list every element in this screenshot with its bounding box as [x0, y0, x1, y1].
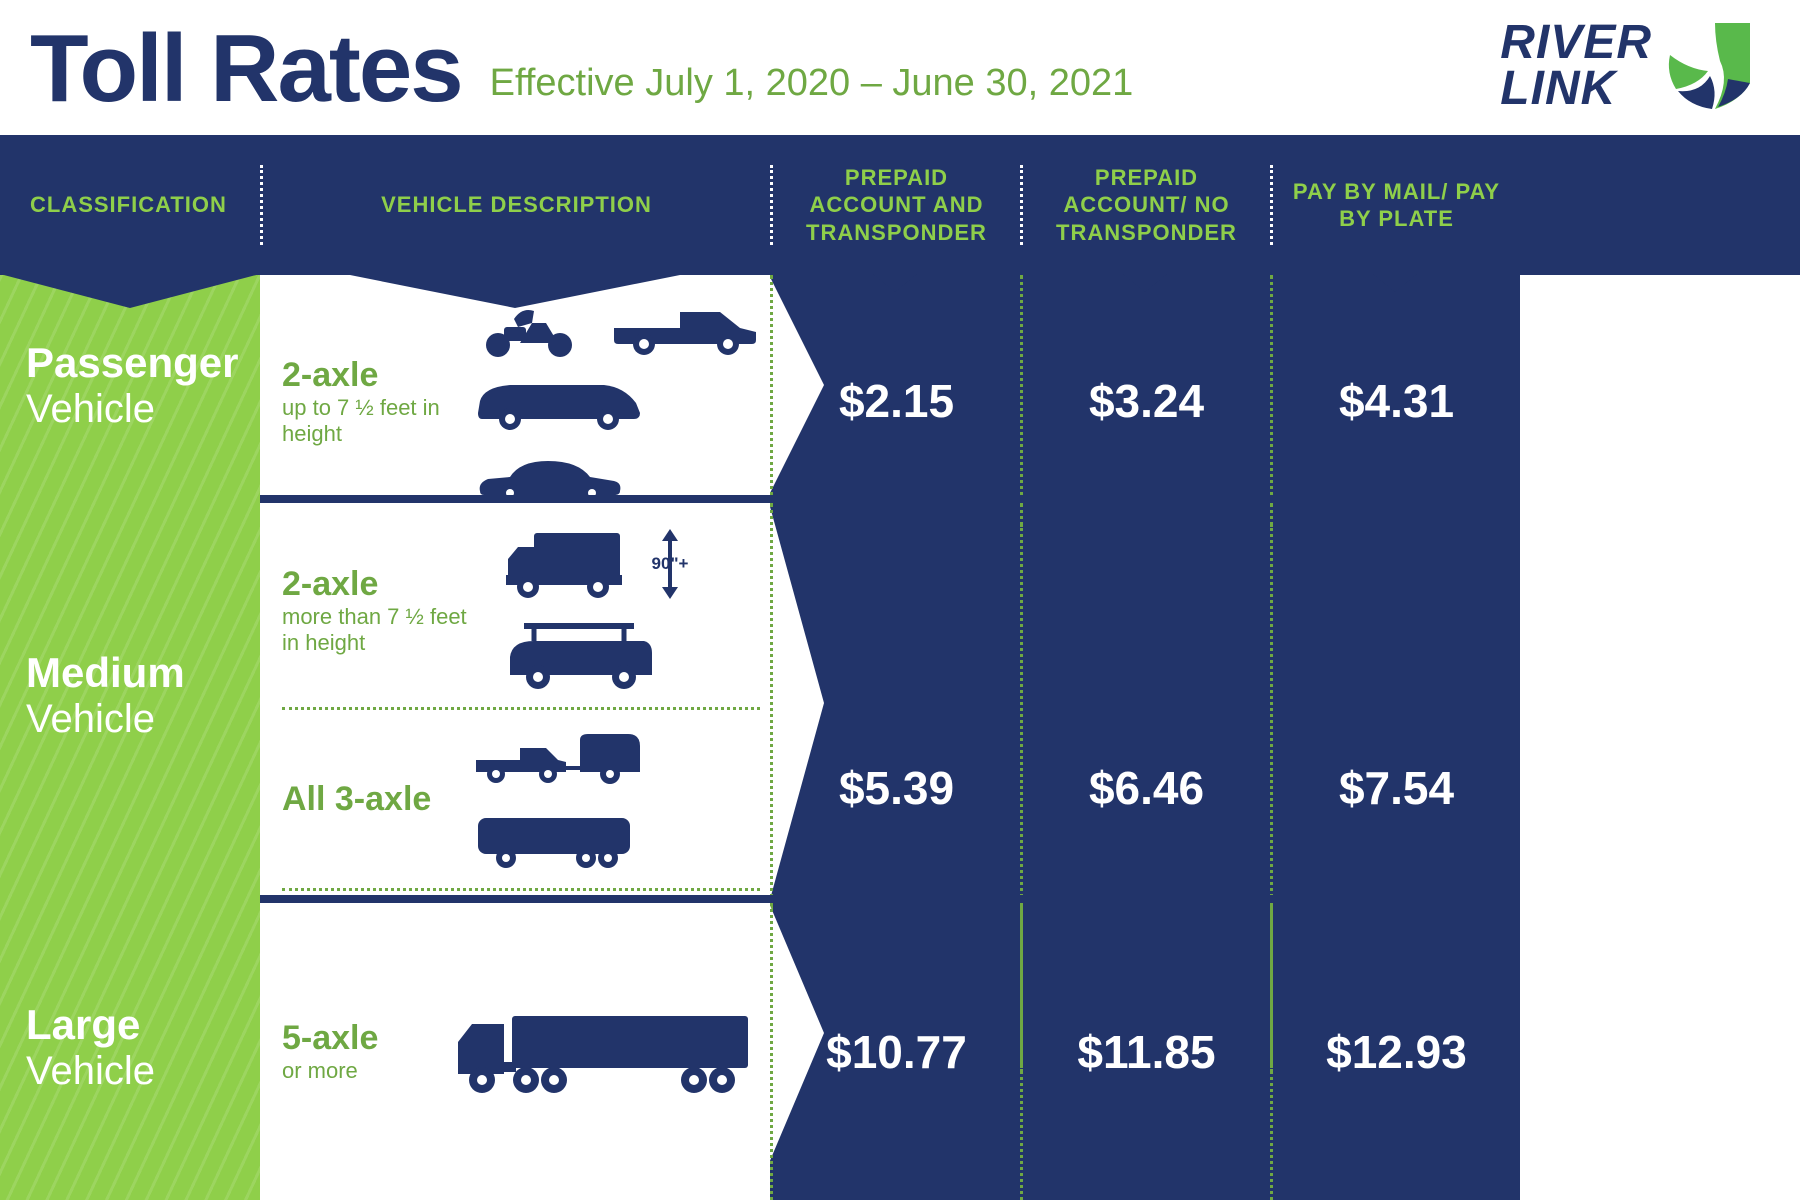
- pickup-icon: [610, 298, 760, 358]
- pickup-trailer-icon: [474, 722, 654, 792]
- price-passenger-b: $3.24: [1020, 275, 1270, 527]
- toll-rates-infographic: Toll Rates Effective July 1, 2020 – June…: [0, 0, 1800, 1200]
- column-headers: CLASSIFICATION VEHICLE DESCRIPTION PREPA…: [0, 135, 1800, 275]
- height-arrow-icon: 90"+: [650, 525, 690, 603]
- row-passenger: 2-axle up to 7 ½ feet in height $2.15 $3…: [260, 275, 1520, 495]
- col-classification: CLASSIFICATION: [0, 165, 260, 245]
- riverlink-logo: RIVER LINK: [1500, 20, 1760, 117]
- row-large: 5-axle or more: [260, 895, 1520, 1200]
- svg-text:90"+: 90"+: [652, 554, 689, 573]
- price-large-c: $12.93: [1270, 903, 1520, 1200]
- desc-large: 5-axle or more: [260, 903, 770, 1200]
- row-medium: 2-axle more than 7 ½ feet in height 90"+: [260, 495, 1520, 895]
- dotted-divider: [282, 707, 760, 710]
- logo-text: RIVER LINK: [1500, 20, 1652, 111]
- minivan-icon: [474, 373, 644, 435]
- rates-body: Passenger Vehicle Medium Vehicle Large V…: [0, 275, 1800, 1200]
- motorcycle-icon: [474, 297, 584, 359]
- bus-icon: [474, 806, 634, 876]
- dotted-divider: [282, 888, 760, 891]
- class-medium: Medium Vehicle: [0, 495, 260, 895]
- price-large-a: $10.77: [770, 903, 1020, 1200]
- logo-mark-icon: [1660, 21, 1760, 111]
- col-prepaid-transponder: PREPAID ACCOUNT AND TRANSPONDER: [770, 165, 1020, 245]
- price-large-b: $11.85: [1020, 903, 1270, 1200]
- desc-passenger: 2-axle up to 7 ½ feet in height: [260, 275, 770, 527]
- work-van-icon: [504, 617, 654, 695]
- col-pay-by-mail: PAY BY MAIL/ PAY BY PLATE: [1270, 165, 1520, 245]
- class-passenger: Passenger Vehicle: [0, 275, 260, 495]
- col-prepaid-no-transponder: PREPAID ACCOUNT/ NO TRANSPONDER: [1020, 165, 1270, 245]
- price-passenger-a: $2.15: [770, 275, 1020, 527]
- price-passenger-c: $4.31: [1270, 275, 1520, 527]
- rates-rows: 2-axle up to 7 ½ feet in height $2.15 $3…: [260, 275, 1520, 1200]
- class-large: Large Vehicle: [0, 895, 260, 1200]
- semi-truck-icon: [454, 1002, 754, 1102]
- col-description: VEHICLE DESCRIPTION: [260, 165, 770, 245]
- effective-dates: Effective July 1, 2020 – June 30, 2021: [490, 62, 1473, 117]
- box-truck-icon: [504, 525, 624, 603]
- page-title: Toll Rates: [30, 21, 462, 117]
- header: Toll Rates Effective July 1, 2020 – June…: [0, 0, 1800, 135]
- classification-column: Passenger Vehicle Medium Vehicle Large V…: [0, 275, 260, 1200]
